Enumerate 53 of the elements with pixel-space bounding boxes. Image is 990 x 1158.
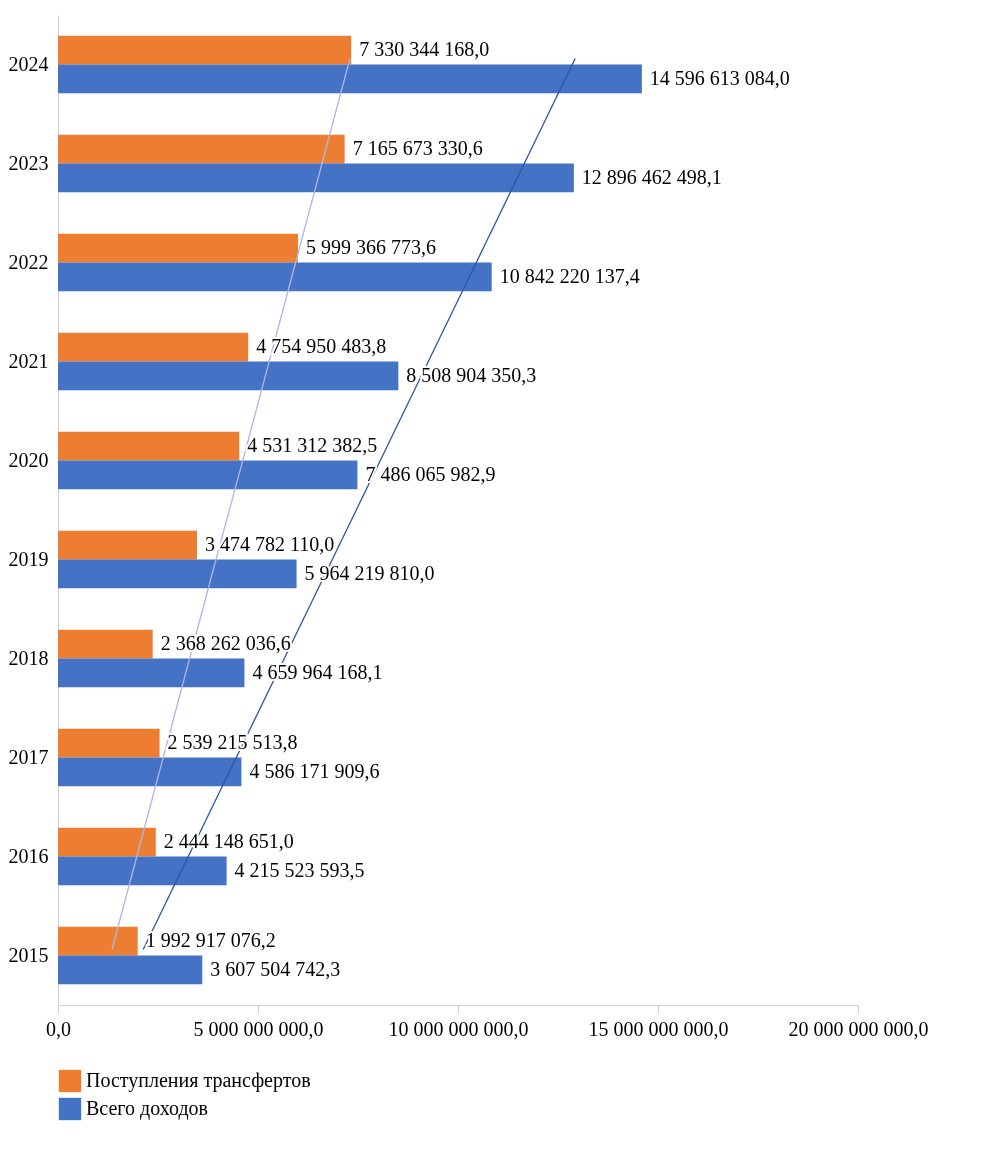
data-label: 2 368 262 036,6: [160, 632, 291, 655]
data-label: 7 165 673 330,6: [352, 137, 483, 160]
bar: [58, 262, 492, 292]
bar: [58, 35, 352, 65]
y-tick-label: 2024: [8, 52, 49, 75]
y-tick-label: 2022: [8, 250, 49, 273]
legend-label: Всего доходов: [86, 1097, 209, 1120]
legend-label: Поступления трансфертов: [86, 1069, 311, 1092]
y-tick-label: 2016: [8, 844, 49, 867]
bar: [58, 827, 156, 857]
data-label: 1 992 917 076,2: [145, 929, 276, 952]
y-tick-label: 2017: [8, 745, 49, 768]
bar: [58, 460, 358, 490]
data-label: 4 586 171 909,6: [249, 759, 380, 782]
y-tick-label: 2021: [8, 349, 49, 372]
bar: [58, 361, 399, 391]
bar: [58, 431, 240, 461]
data-label: 4 215 523 593,5: [234, 858, 365, 881]
data-label: 5 999 366 773,6: [305, 236, 436, 259]
data-label: 7 486 065 982,9: [365, 462, 496, 485]
bar: [58, 926, 138, 956]
y-tick-label: 2018: [8, 646, 49, 669]
data-label: 7 330 344 168,0: [359, 38, 490, 61]
bar: [58, 134, 345, 164]
bar: [58, 757, 242, 787]
data-label: 14 596 613 084,0: [649, 66, 790, 89]
x-tick-label: 10 000 000 000,0: [388, 1017, 529, 1040]
bar: [58, 530, 197, 560]
bar: [58, 728, 160, 758]
bar: [58, 332, 249, 362]
y-tick-label: 2020: [8, 448, 49, 471]
y-tick-label: 2015: [8, 943, 49, 966]
data-label: 10 842 220 137,4: [499, 264, 640, 287]
x-tick-label: 5 000 000 000,0: [193, 1017, 324, 1040]
bar: [58, 163, 574, 193]
bar: [58, 955, 203, 985]
data-label: 12 896 462 498,1: [581, 165, 722, 188]
y-tick-label: 2023: [8, 151, 49, 174]
bar: [58, 629, 153, 659]
bar: [58, 856, 227, 886]
y-tick-label: 2019: [8, 547, 49, 570]
bar: [58, 233, 298, 263]
bar: [58, 64, 642, 94]
data-label: 4 531 312 382,5: [247, 434, 378, 457]
data-label: 8 508 904 350,3: [406, 363, 537, 386]
bar: [58, 658, 245, 688]
data-label: 3 607 504 742,3: [210, 957, 341, 980]
data-label: 3 474 782 110,0: [204, 533, 335, 556]
bar: [58, 559, 297, 589]
x-tick-label: 20 000 000 000,0: [788, 1017, 929, 1040]
x-tick-label: 0,0: [46, 1017, 71, 1040]
data-label: 4 754 950 483,8: [256, 335, 387, 358]
x-tick-label: 15 000 000 000,0: [588, 1017, 729, 1040]
